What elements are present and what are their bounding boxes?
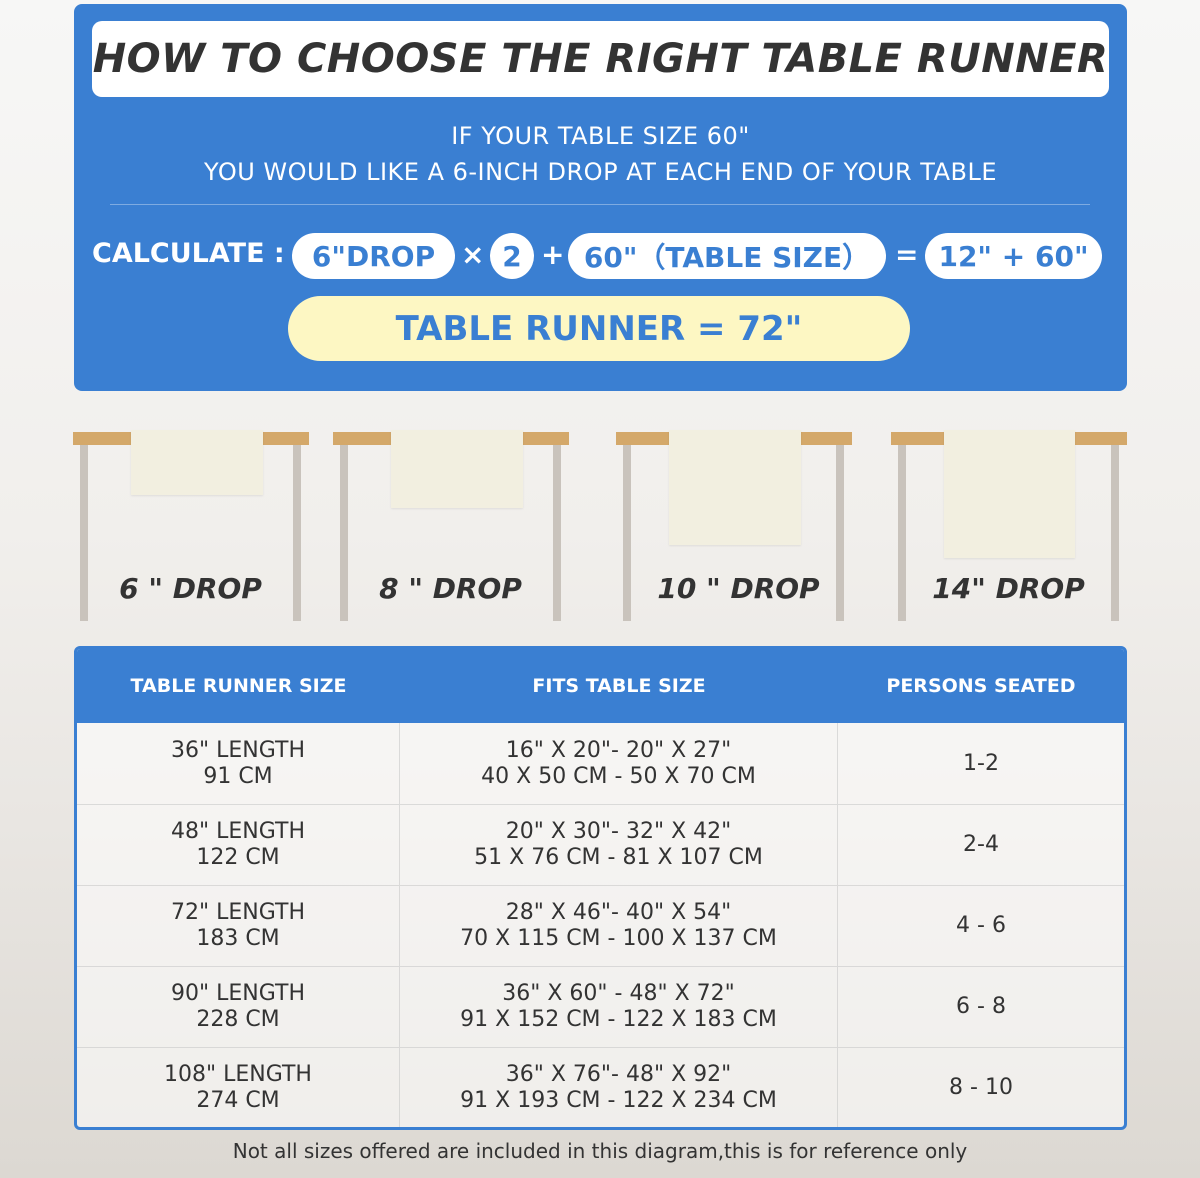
drop-pill: 6"DROP: [292, 233, 455, 279]
table-leg: [553, 445, 561, 621]
size-inches: 36" LENGTH: [171, 737, 305, 763]
footnote: Not all sizes offered are included in th…: [232, 1139, 968, 1163]
table-row: 90" LENGTH 228 CM 36" X 60" - 48" X 72" 91…: [77, 966, 1124, 1047]
size-inches: 48" LENGTH: [171, 819, 305, 844]
multiplier-pill: 2: [490, 233, 534, 279]
table-size-pill: 60"（TABLE SIZE）: [568, 233, 886, 279]
fits-inches: 36" X 60" - 48" X 72": [502, 981, 735, 1006]
size-cm: 274 CM: [196, 1088, 280, 1113]
intro-line-2: YOU WOULD LIKE A 6-INCH DROP AT EACH END…: [204, 158, 997, 186]
drop-label: 10 " DROP: [657, 572, 820, 605]
fits-inches: 16" X 20"- 20" X 27": [505, 737, 732, 763]
result-pill: TABLE RUNNER = 72": [288, 296, 910, 361]
fits-table-cell: 20" X 30"- 32" X 42" 51 X 76 CM - 81 X 10…: [400, 805, 838, 885]
table-leg: [623, 445, 631, 621]
fits-inches: 36" X 76"- 48" X 92": [505, 1062, 732, 1087]
calculate-label: CALCULATE :: [92, 238, 285, 269]
size-inches: 72" LENGTH: [171, 900, 305, 925]
fits-inches: 20" X 30"- 32" X 42": [505, 819, 732, 844]
equals-sign: =: [895, 238, 919, 271]
table-row: 48" LENGTH 122 CM 20" X 30"- 32" X 42" 51 …: [77, 804, 1124, 885]
table-row: 108" LENGTH 274 CM 36" X 76"- 48" X 92" 91…: [77, 1047, 1124, 1127]
runner-size-cell: 36" LENGTH 91 CM: [77, 723, 400, 804]
sum-pill: 12" + 60": [925, 233, 1102, 279]
persons-cell: 4 - 6: [956, 913, 1006, 938]
runner-drop: [669, 430, 801, 545]
size-table: TABLE RUNNER SIZE FITS TABLE SIZE PERSON…: [74, 646, 1127, 1130]
size-cm: 91 CM: [203, 763, 273, 789]
fits-table-cell: 36" X 76"- 48" X 92" 91 X 193 CM - 122 X …: [400, 1048, 838, 1127]
fits-table-cell: 28" X 46"- 40" X 54" 70 X 115 CM - 100 X …: [400, 886, 838, 966]
runner-size-cell: 72" LENGTH 183 CM: [77, 886, 400, 966]
size-cm: 228 CM: [196, 1007, 280, 1032]
persons-cell: 2-4: [963, 832, 999, 857]
runner-drop: [391, 430, 523, 508]
runner-size-cell: 90" LENGTH 228 CM: [77, 967, 400, 1047]
runner-drop: [944, 430, 1075, 558]
fits-cm: 51 X 76 CM - 81 X 107 CM: [474, 845, 763, 870]
size-inches: 108" LENGTH: [164, 1062, 312, 1087]
table-leg: [898, 445, 906, 621]
fits-cm: 91 X 152 CM - 122 X 183 CM: [460, 1007, 777, 1032]
drop-label: 8 " DROP: [379, 572, 522, 605]
table-leg: [1111, 445, 1119, 621]
fits-cm: 91 X 193 CM - 122 X 234 CM: [460, 1088, 777, 1113]
header-fits-table-size: FITS TABLE SIZE: [532, 675, 706, 697]
fits-inches: 28" X 46"- 40" X 54": [505, 900, 732, 925]
fits-table-cell: 16" X 20"- 20" X 27" 40 X 50 CM - 50 X 70…: [400, 723, 838, 804]
fits-cm: 40 X 50 CM - 50 X 70 CM: [481, 763, 756, 789]
table-leg: [340, 445, 348, 621]
size-cm: 122 CM: [196, 845, 280, 870]
header-runner-size: TABLE RUNNER SIZE: [130, 675, 347, 697]
table-header: TABLE RUNNER SIZE FITS TABLE SIZE PERSON…: [77, 649, 1124, 723]
persons-cell: 1-2: [963, 750, 999, 776]
runner-size-cell: 108" LENGTH 274 CM: [77, 1048, 400, 1127]
header-persons-seated: PERSONS SEATED: [886, 675, 1076, 697]
persons-cell: 8 - 10: [949, 1075, 1013, 1100]
runner-drop: [131, 430, 263, 495]
plus-sign: +: [541, 238, 565, 271]
fits-cm: 70 X 115 CM - 100 X 137 CM: [460, 926, 777, 951]
table-row: 36" LENGTH 91 CM 16" X 20"- 20" X 27" 40 X…: [77, 723, 1124, 804]
table-leg: [293, 445, 301, 621]
fits-table-cell: 36" X 60" - 48" X 72" 91 X 152 CM - 122 X…: [400, 967, 838, 1047]
size-inches: 90" LENGTH: [171, 981, 305, 1006]
persons-cell: 6 - 8: [956, 994, 1006, 1019]
intro-line-1: IF YOUR TABLE SIZE 60": [451, 122, 750, 150]
page-title: HOW TO CHOOSE THE RIGHT TABLE RUNNER: [92, 21, 1109, 97]
table-leg: [80, 445, 88, 621]
times-sign: ×: [461, 238, 485, 271]
drop-label: 6 " DROP: [119, 572, 262, 605]
divider: [110, 204, 1090, 205]
runner-size-cell: 48" LENGTH 122 CM: [77, 805, 400, 885]
table-row: 72" LENGTH 183 CM 28" X 46"- 40" X 54" 70 …: [77, 885, 1124, 966]
drop-label: 14" DROP: [932, 572, 1085, 605]
size-cm: 183 CM: [196, 926, 280, 951]
table-leg: [836, 445, 844, 621]
